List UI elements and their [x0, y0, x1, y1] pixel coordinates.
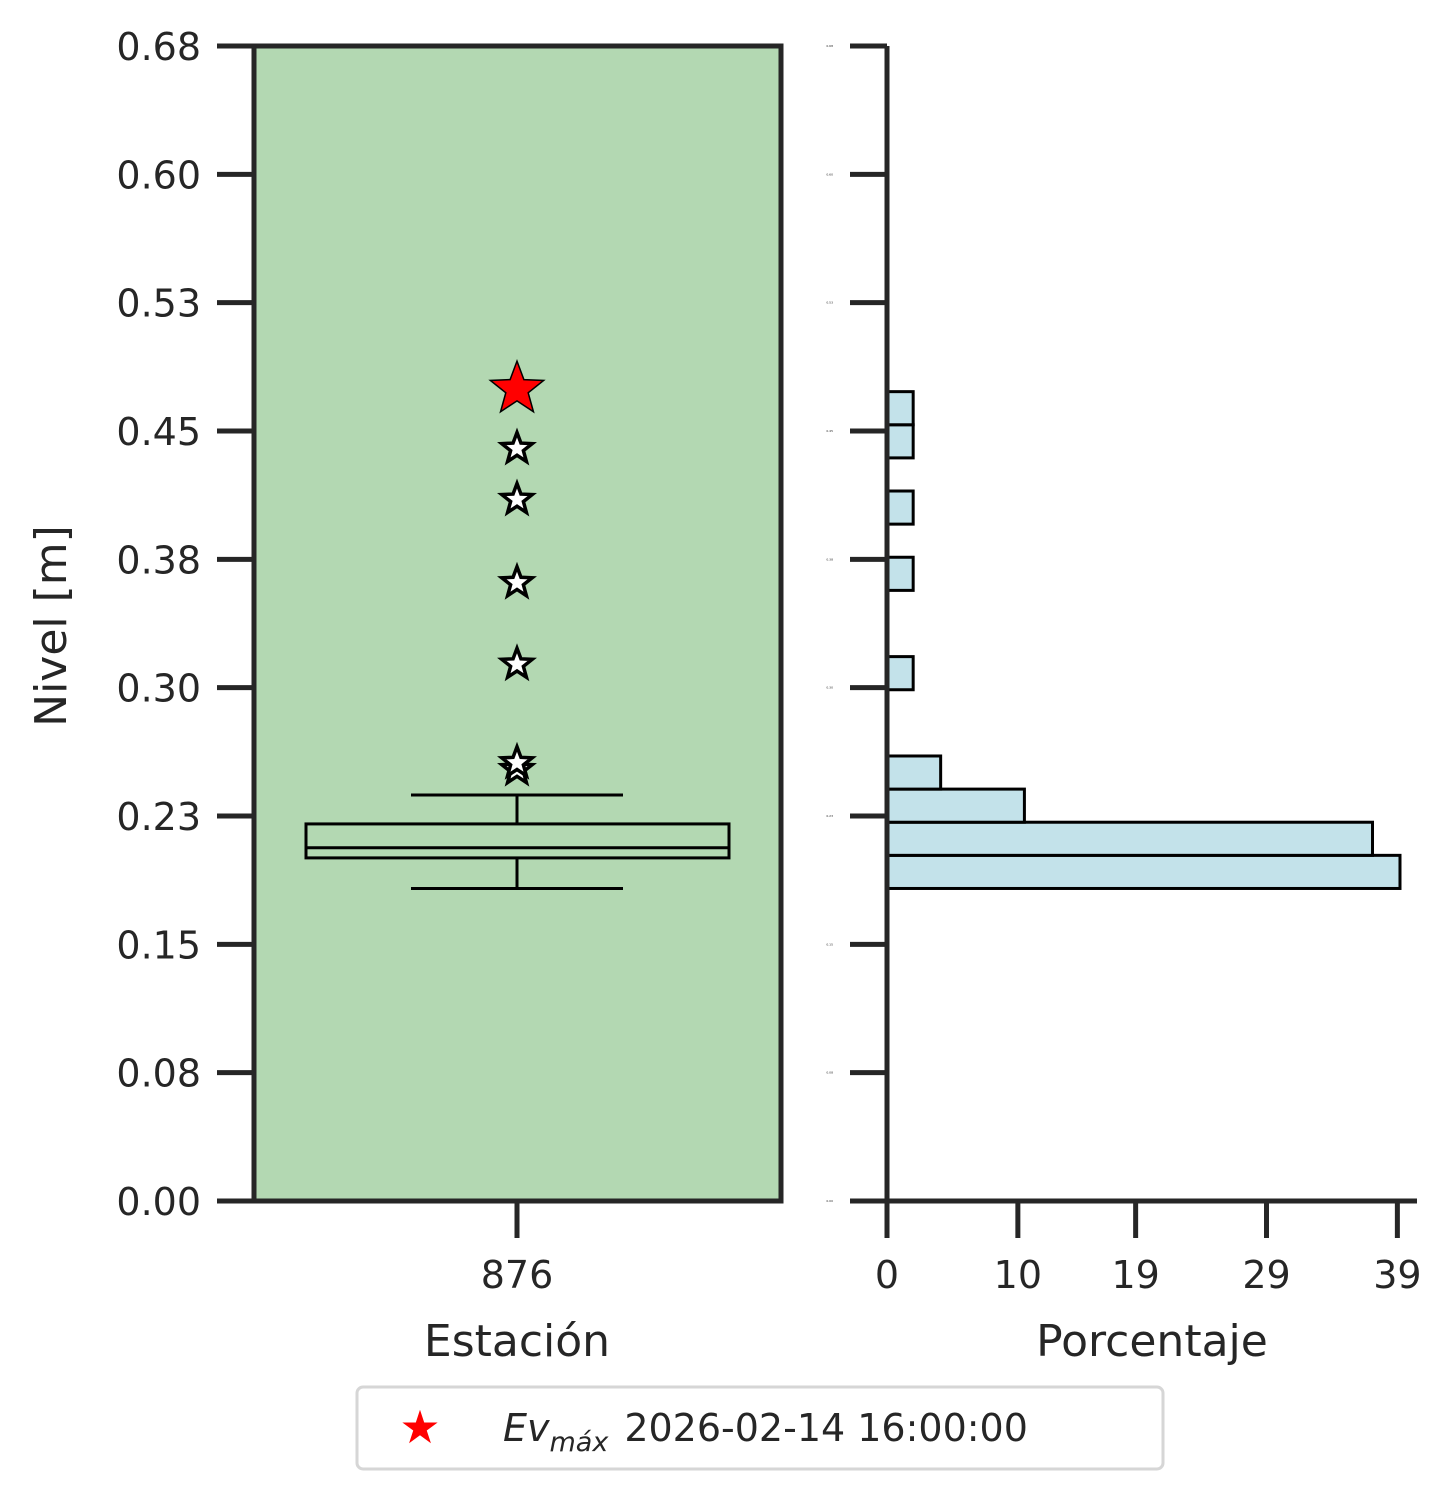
hist-y-tick-label: 0.30 — [826, 686, 833, 690]
hist-x-tick-label: 19 — [1111, 1253, 1159, 1297]
hist-x-tick-label: 0 — [875, 1253, 899, 1297]
boxplot-marks — [304, 358, 731, 890]
hist-y-tick-label: 0.60 — [826, 172, 833, 176]
y-tick-label: 0.60 — [116, 153, 201, 197]
legend-label-sub: máx — [550, 1427, 610, 1458]
histogram-bar — [885, 489, 915, 526]
histogram-bar — [885, 820, 1375, 857]
outlier-star — [497, 478, 537, 517]
boxplot-plot-area — [254, 46, 781, 1201]
histogram-bar — [885, 754, 943, 791]
hist-y-tick-label: 0.45 — [826, 429, 833, 433]
hist-x-tick-label: 39 — [1373, 1253, 1421, 1297]
histogram-bar — [885, 853, 1402, 890]
hist-x-tick-label: 10 — [994, 1253, 1042, 1297]
outlier-star — [497, 561, 537, 600]
outlier-star — [497, 643, 537, 682]
boxplot-panel: 0.00 0.08 0.15 0.23 0.30 0.38 0.45 0.53 0.60 0.68… — [26, 25, 784, 1367]
y-tick-label: 0.53 — [116, 282, 201, 326]
legend-label-main: Ev — [503, 1406, 550, 1450]
x-tick-label-station: 876 — [481, 1253, 554, 1297]
box-iqr — [304, 822, 731, 860]
hist-y-tick-label: 0.53 — [826, 301, 833, 305]
y-tick-label: 0.45 — [116, 410, 201, 454]
histogram-bar — [885, 787, 1026, 824]
hist-y-tick-label: 0.00 — [826, 1199, 833, 1203]
hist-y-tick-label: 0.15 — [826, 942, 833, 946]
y-tick-label: 0.00 — [116, 1180, 201, 1224]
boxplot-y-ticks: 0.00 0.08 0.15 0.23 0.30 0.38 0.45 0.53 0.60 0.68 — [116, 25, 254, 1224]
hist-y-tick-label: 0.68 — [826, 44, 833, 48]
y-tick-label: 0.30 — [116, 667, 201, 711]
x-axis-title-estacion: Estación — [424, 1316, 610, 1367]
histogram-bar — [885, 555, 915, 592]
histogram-bar — [885, 390, 915, 427]
y-tick-label: 0.68 — [116, 25, 201, 69]
histogram-bars — [885, 390, 1402, 890]
legend-date: 2026-02-14 16:00:00 — [624, 1406, 1028, 1450]
hist-y-tick-label: 0.08 — [826, 1071, 833, 1075]
outlier-star — [497, 741, 537, 780]
y-tick-label: 0.08 — [116, 1052, 201, 1096]
hist-y-tick-label: 0.23 — [826, 814, 833, 818]
max-event-star — [488, 358, 546, 414]
histogram-panel: 0.00 0.08 0.15 0.23 0.30 0.38 0.45 0.53 0.60 0.68… — [826, 43, 1422, 1367]
y-tick-label: 0.23 — [116, 795, 201, 839]
outlier-star — [497, 427, 537, 466]
histogram-bar — [885, 655, 915, 692]
legend-star-icon: ★ — [399, 1400, 440, 1454]
histogram-x-ticks: 0 10 19 29 39 — [875, 1201, 1422, 1297]
boxplot-x-ticks: 876 — [481, 1201, 554, 1297]
y-tick-label: 0.15 — [116, 923, 201, 967]
x-axis-title-porcentaje: Porcentaje — [1036, 1316, 1268, 1367]
y-tick-label: 0.38 — [116, 538, 201, 582]
legend-box — [355, 1385, 1165, 1471]
y-axis-title: Nivel [m] — [26, 525, 77, 727]
histogram-bar — [885, 423, 915, 460]
legend: ★ Evmáx 2026-02-14 16:00:00 — [355, 1385, 1165, 1471]
hist-x-tick-label: 29 — [1242, 1253, 1290, 1297]
histogram-y-ticks: 0.00 0.08 0.15 0.23 0.30 0.38 0.45 0.53 0.60 0.68 — [826, 43, 887, 1204]
legend-label: Evmáx 2026-02-14 16:00:00 — [503, 1406, 1028, 1458]
hist-y-tick-label: 0.38 — [826, 557, 833, 561]
